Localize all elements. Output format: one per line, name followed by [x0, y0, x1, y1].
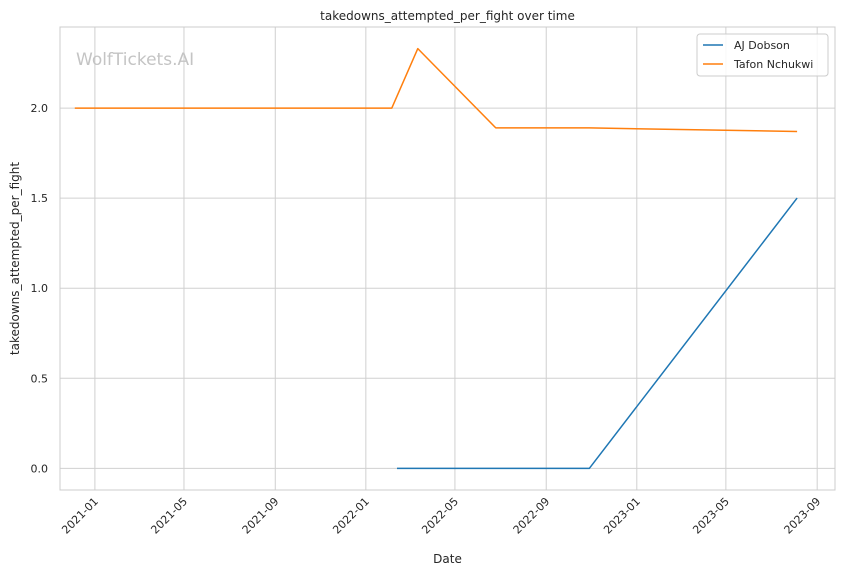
y-axis-title: takedowns_attempted_per_fight [8, 162, 22, 355]
x-tick-label: 2022-01 [330, 495, 372, 537]
x-tick-label: 2023-05 [690, 495, 732, 537]
watermark-text: WolfTickets.AI [76, 50, 194, 70]
series-line-tafon-nchukwi [74, 47, 798, 133]
chart-title: takedowns_attempted_per_fight over time [320, 9, 575, 23]
x-tick-label: 2023-09 [782, 495, 824, 537]
x-axis-title: Date [433, 552, 462, 566]
x-axis-ticks: 2021-01 2021-05 2021-09 2022-01 2022-05 2022-… [59, 495, 823, 537]
x-tick-label: 2021-09 [240, 495, 282, 537]
y-tick-label: 0.5 [31, 372, 49, 385]
x-tick-label: 2022-05 [419, 495, 461, 537]
x-tick-label: 2022-09 [511, 495, 553, 537]
x-tick-label: 2023-01 [601, 495, 643, 537]
y-tick-label: 0.0 [31, 462, 49, 475]
legend-label: AJ Dobson [734, 39, 790, 52]
series-line-aj-dobson [397, 197, 798, 470]
legend: AJ Dobson Tafon Nchukwi [696, 33, 829, 77]
y-tick-label: 2.0 [31, 102, 49, 115]
x-tick-label: 2021-01 [59, 495, 101, 537]
plot-area [59, 26, 836, 491]
legend-label: Tafon Nchukwi [733, 58, 813, 71]
y-tick-label: 1.5 [31, 192, 49, 205]
y-tick-label: 1.0 [31, 282, 49, 295]
series-lines [74, 47, 798, 470]
legend-box [696, 33, 829, 77]
grid [60, 27, 835, 490]
y-axis-ticks: 0.0 0.5 1.0 1.5 2.0 [31, 102, 49, 475]
x-tick-label: 2021-05 [148, 495, 190, 537]
